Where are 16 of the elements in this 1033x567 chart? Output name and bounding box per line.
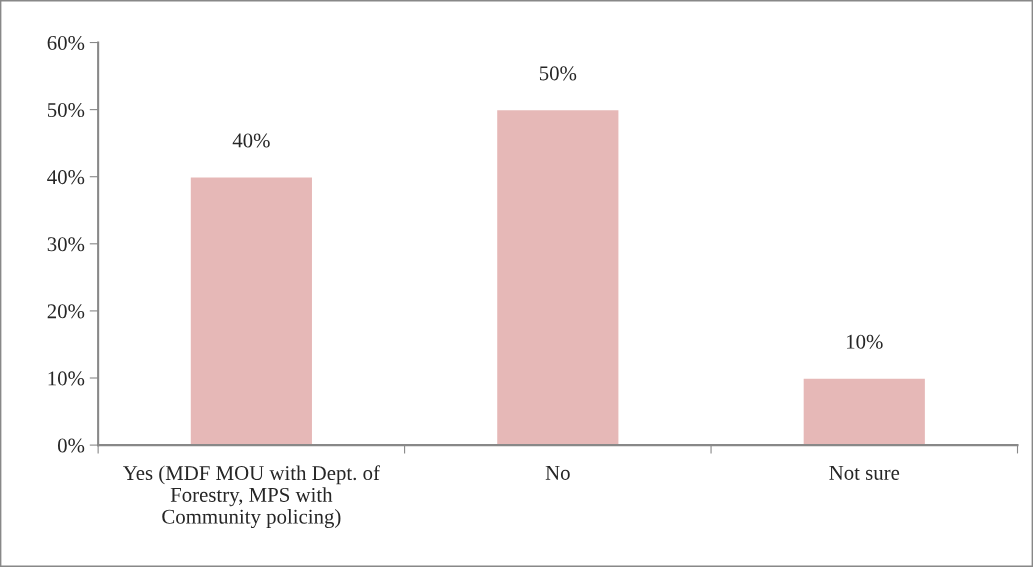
x-tick-label: No [545,466,570,480]
y-tick-label: 60% [47,35,85,51]
y-tick-label: 20% [47,304,85,319]
bar [189,176,314,446]
x-tick-label: Not sure [829,466,900,480]
y-tick-label: 10% [48,371,85,386]
bar [495,108,620,446]
y-tick-label: 30% [47,237,85,252]
data-label: 10% [847,334,883,349]
data-label: 40% [232,133,270,148]
x-tick-label: Yes (MDF MOU with Dept. of Forestry, MPS with Community policing) [123,465,380,529]
y-tick-label: 40% [47,170,85,185]
data-label: 50% [539,66,577,81]
bar [802,377,927,446]
y-tick-label: 0% [57,438,85,453]
y-tick-label: 50% [47,102,85,118]
